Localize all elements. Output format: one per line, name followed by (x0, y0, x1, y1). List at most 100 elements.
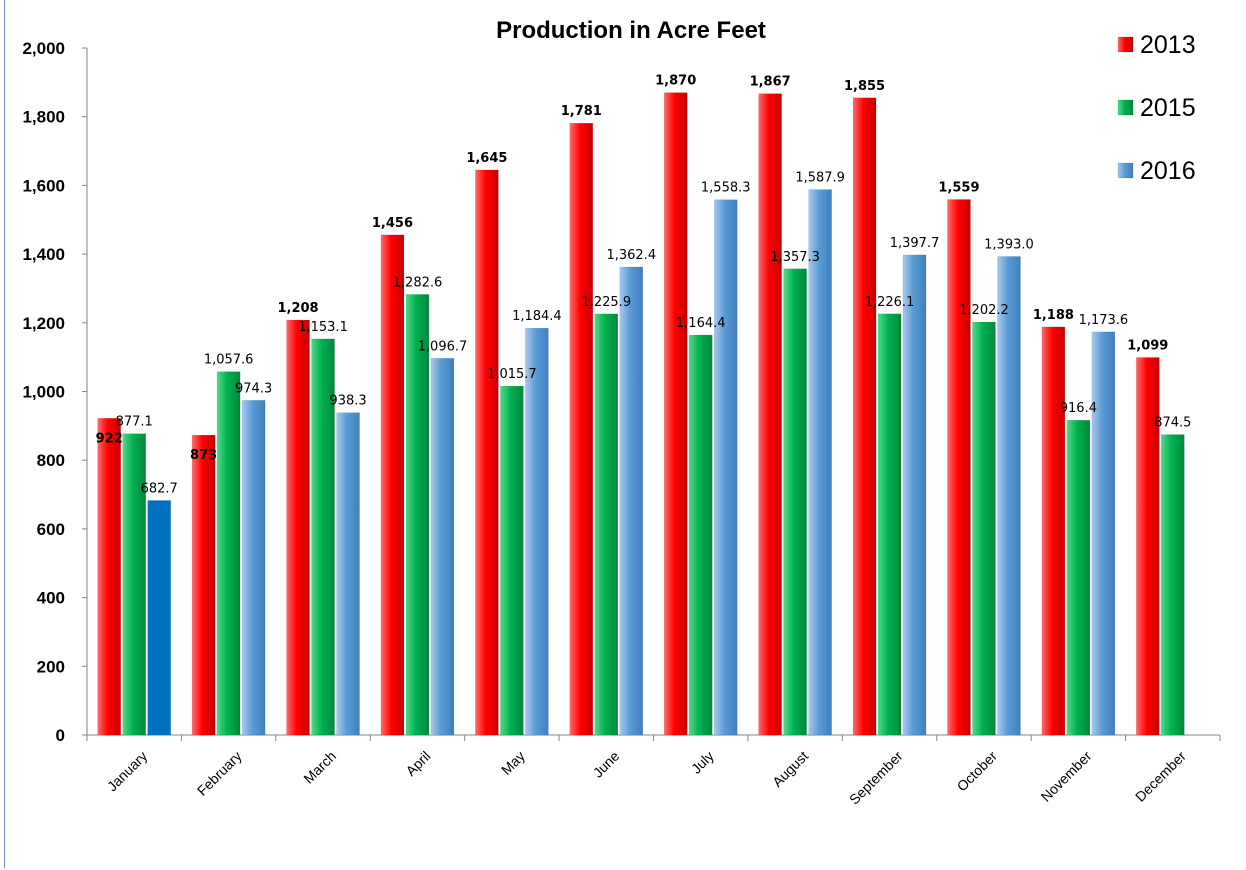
bar (1041, 326, 1066, 736)
bar (663, 92, 688, 736)
data-label: 682.7 (141, 481, 178, 496)
chart-title: Production in Acre Feet (496, 17, 766, 44)
x-tick-label: August (769, 748, 811, 790)
bar (147, 500, 171, 736)
y-tick-label: 1,800 (22, 108, 65, 127)
x-tick-label: May (498, 748, 528, 778)
bar (1091, 331, 1116, 736)
y-tick-label: 200 (37, 657, 65, 676)
y-tick-label: 2,000 (22, 39, 65, 58)
bar (380, 234, 405, 736)
y-tick-label: 1,400 (22, 245, 65, 264)
bar (569, 122, 594, 736)
bar (619, 266, 644, 736)
bar (972, 321, 996, 736)
data-label: 1,057.6 (204, 353, 254, 368)
legend-swatch (1117, 36, 1134, 53)
data-label: 1,188 (1033, 308, 1074, 323)
data-label: 1,867 (750, 75, 791, 90)
data-label: 1,870 (655, 74, 696, 89)
bars (97, 92, 1185, 736)
y-tick-label: 0 (56, 726, 65, 745)
bar (758, 93, 782, 736)
bar (122, 433, 146, 736)
legend: 2013 2015 2016 (1117, 31, 1196, 185)
data-label: 938.3 (329, 394, 366, 409)
data-label: 1,362.4 (606, 248, 656, 263)
data-label: 1,153.1 (298, 320, 348, 335)
data-label: 1,855 (844, 79, 885, 94)
bar (311, 338, 335, 736)
x-tick-label: June (590, 748, 623, 781)
bar (430, 358, 455, 736)
x-tick-label: October (954, 748, 1001, 795)
bar (594, 313, 619, 736)
data-label: 874.5 (1154, 416, 1191, 431)
bar (500, 385, 524, 736)
data-label: 1,099 (1127, 338, 1168, 353)
data-label: 1,164.4 (676, 316, 726, 331)
data-label: 974.3 (235, 381, 272, 396)
data-label: 1,208 (277, 301, 318, 316)
x-tick-label: September (846, 748, 906, 808)
data-label: 1,397.7 (890, 236, 940, 251)
data-label: 877.1 (116, 415, 153, 430)
data-label: 1,173.6 (1079, 313, 1129, 328)
bar (902, 254, 927, 736)
bar (191, 434, 216, 736)
data-label: 916.4 (1060, 401, 1097, 416)
y-tick-label: 600 (37, 520, 65, 539)
x-tick-label: January (104, 748, 151, 795)
y-tick-label: 800 (37, 451, 65, 470)
bar (852, 97, 877, 736)
x-tick-label: December (1132, 748, 1189, 805)
bar (1066, 419, 1091, 736)
x-tick-label: February (194, 748, 245, 799)
bar (525, 327, 549, 736)
bar (1136, 357, 1160, 736)
data-label: 1,015.7 (487, 367, 537, 382)
legend-label: 2016 (1140, 157, 1196, 185)
bar (216, 371, 241, 736)
bar (713, 199, 738, 736)
y-tick-label: 400 (37, 589, 65, 608)
legend-label: 2013 (1140, 31, 1196, 59)
data-label: 1,282.6 (393, 275, 443, 290)
y-tick-label: 1,000 (22, 383, 65, 402)
data-label: 1,357.3 (770, 250, 820, 265)
bar (997, 256, 1021, 736)
data-label: 1,202.2 (959, 303, 1009, 318)
x-tick-label: July (688, 748, 717, 777)
bar (97, 418, 121, 736)
y-tick-label: 1,600 (22, 176, 65, 195)
bar (1161, 434, 1185, 736)
data-label: 1,558.3 (701, 181, 751, 196)
data-label: 922 (96, 431, 123, 446)
bar (808, 189, 832, 736)
legend-swatch (1117, 162, 1134, 179)
data-label: 1,184.4 (512, 309, 562, 324)
data-label: 1,226.1 (865, 295, 915, 310)
data-label: 1,645 (466, 151, 507, 166)
bar (336, 412, 360, 736)
data-labels: 922 873 1,208 1,456 1,645 1,781 1,870 1,867 1,85… (96, 74, 1192, 497)
data-label: 1,096.7 (418, 339, 468, 354)
bar (688, 334, 713, 736)
bar (405, 294, 430, 736)
x-tick-label: November (1038, 748, 1095, 805)
data-label: 1,456 (372, 216, 413, 231)
legend-label: 2015 (1140, 94, 1196, 122)
y-tick-label: 1,200 (22, 314, 65, 333)
bar (783, 268, 807, 736)
bar (241, 400, 266, 736)
data-label: 1,587.9 (795, 171, 845, 186)
data-label: 1,225.9 (581, 295, 631, 310)
bar (286, 319, 310, 736)
bar (877, 313, 902, 736)
x-tick-label: April (402, 748, 433, 779)
data-label: 1,559 (938, 180, 979, 195)
chart-frame (4, 0, 1244, 868)
legend-swatch (1117, 99, 1134, 116)
data-label: 1,393.0 (984, 238, 1034, 253)
